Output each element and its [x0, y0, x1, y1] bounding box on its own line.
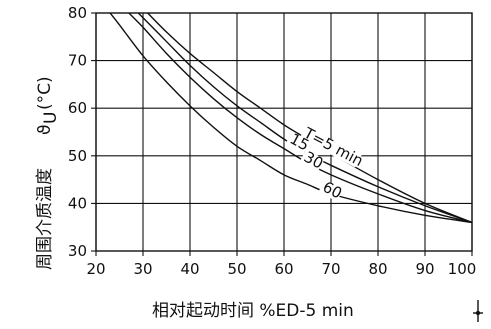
- x-axis-title: 相对起动时间 %ED-5 min: [152, 301, 354, 321]
- curve-series-0: [147, 13, 472, 224]
- curve-series-2: [128, 13, 472, 224]
- curve-series-1: [137, 13, 472, 224]
- curve-label: 60: [320, 178, 345, 203]
- plot-frame: [95, 12, 473, 252]
- x-tick-label: 70: [321, 260, 340, 278]
- y-axis-title: 周围介质温度 ϑ U (°C): [35, 76, 61, 270]
- x-tick-label: 100: [448, 260, 477, 278]
- y-axis-unit: (°C): [35, 76, 55, 110]
- grid-lines: [91, 12, 473, 256]
- corner-marker: [473, 300, 483, 322]
- y-tick-label: 80: [68, 4, 87, 22]
- x-tick-label: 80: [368, 260, 387, 278]
- curve-label-group: 60: [318, 178, 345, 203]
- x-tick-label: 20: [86, 260, 105, 278]
- y-tick-label: 50: [68, 147, 87, 165]
- y-tick-label: 70: [68, 52, 87, 70]
- curve-series-3: [109, 13, 472, 224]
- x-tick-label: 60: [274, 260, 293, 278]
- x-tick-label: 90: [415, 260, 434, 278]
- y-tick-label: 60: [68, 99, 87, 117]
- y-axis-symbol-subscript: U: [41, 112, 61, 124]
- y-axis-title-text: 周围介质温度: [35, 168, 55, 270]
- x-tick-label: 50: [227, 260, 246, 278]
- y-tick-label: 30: [68, 242, 87, 260]
- x-tick-label: 30: [133, 260, 152, 278]
- curves: [109, 13, 472, 224]
- y-axis-symbol: ϑ: [35, 124, 55, 135]
- y-tick-label: 40: [68, 194, 87, 212]
- x-tick-label: 40: [180, 260, 199, 278]
